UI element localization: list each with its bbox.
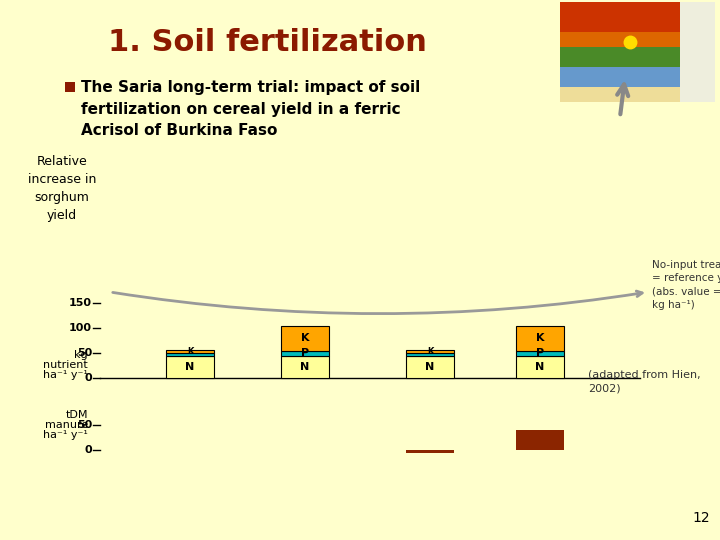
Bar — [560, 47, 715, 67]
Bar — [281, 350, 329, 355]
Bar — [166, 355, 214, 378]
Text: 50: 50 — [77, 420, 92, 430]
Bar — [281, 355, 329, 378]
Bar — [281, 326, 329, 350]
Text: kg: kg — [74, 350, 88, 360]
Text: P: P — [536, 348, 544, 358]
Text: N: N — [185, 362, 194, 372]
Bar — [560, 2, 715, 32]
Bar — [516, 430, 564, 450]
Text: nutrient: nutrient — [43, 360, 88, 370]
Text: 150: 150 — [69, 298, 92, 308]
Text: N: N — [426, 362, 435, 372]
Text: K: K — [536, 333, 544, 343]
Bar — [65, 82, 75, 92]
Bar — [406, 355, 454, 378]
Bar — [406, 349, 454, 353]
Bar — [516, 326, 564, 350]
Text: 12: 12 — [693, 511, 710, 525]
Text: 0: 0 — [84, 373, 92, 383]
Text: ha⁻¹ y⁻¹: ha⁻¹ y⁻¹ — [43, 370, 88, 380]
Bar — [560, 87, 715, 102]
Text: No-input treatment
= reference yield
(abs. value = 335
kg ha⁻¹): No-input treatment = reference yield (ab… — [652, 260, 720, 309]
Text: tDM: tDM — [66, 410, 88, 420]
Text: N: N — [300, 362, 310, 372]
Text: manure: manure — [45, 420, 88, 430]
Text: P: P — [301, 348, 309, 358]
Bar — [516, 350, 564, 355]
Text: N: N — [536, 362, 544, 372]
Bar — [560, 67, 715, 87]
Text: 100: 100 — [69, 323, 92, 333]
Bar — [516, 355, 564, 378]
Text: Relative
increase in
sorghum
yield: Relative increase in sorghum yield — [28, 155, 96, 222]
Bar — [166, 349, 214, 353]
Bar — [560, 2, 715, 102]
Text: 50: 50 — [77, 348, 92, 358]
Text: 1. Soil fertilization: 1. Soil fertilization — [108, 28, 427, 57]
Bar — [560, 32, 715, 47]
Bar — [166, 353, 214, 355]
Bar — [680, 2, 715, 102]
Text: ha⁻¹ y⁻¹: ha⁻¹ y⁻¹ — [43, 430, 88, 440]
FancyArrowPatch shape — [617, 84, 629, 114]
Text: The Saria long-term trial: impact of soil
fertilization on cereal yield in a fer: The Saria long-term trial: impact of soi… — [81, 80, 420, 138]
Text: (adapted from Hien,
2002): (adapted from Hien, 2002) — [588, 370, 701, 393]
Text: K: K — [186, 347, 193, 355]
Text: 0: 0 — [84, 445, 92, 455]
Bar — [406, 450, 454, 453]
Text: K: K — [427, 347, 433, 355]
Text: K: K — [301, 333, 310, 343]
Bar — [406, 353, 454, 355]
